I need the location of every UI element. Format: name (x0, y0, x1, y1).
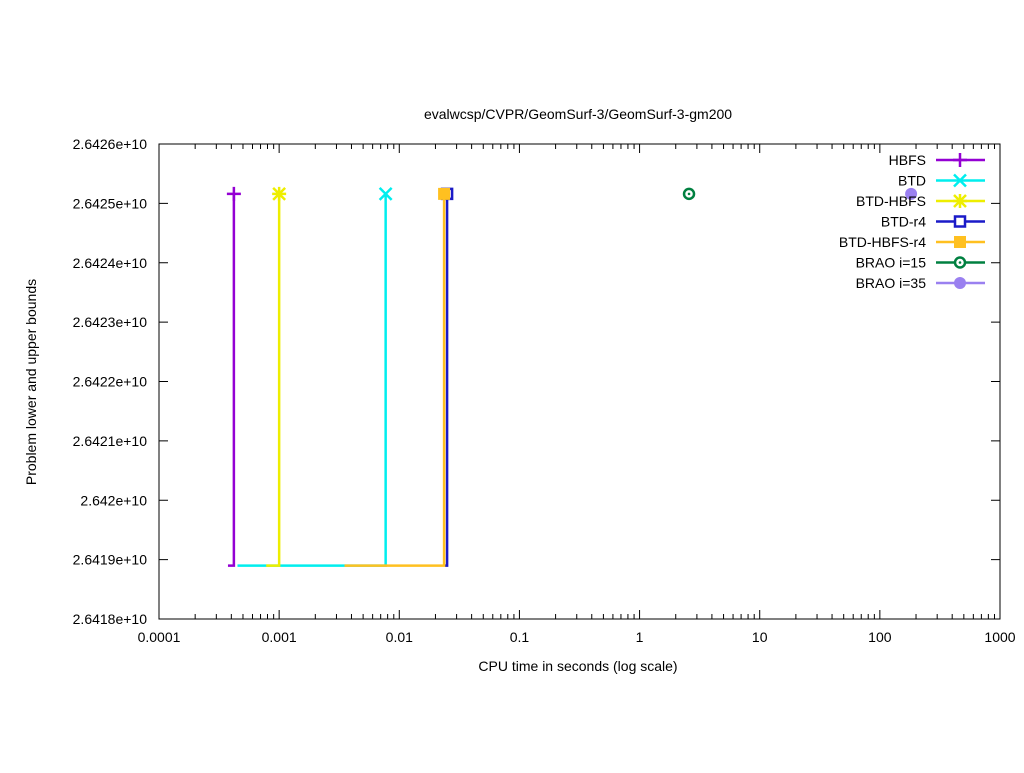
series-btd-hbfs-r4 (344, 187, 451, 567)
legend-label: BRAO i=35 (856, 275, 927, 291)
series-line (237, 193, 387, 567)
open-square-marker (953, 215, 967, 228)
y-tick-label: 2.6426e+10 (73, 136, 148, 152)
legend-label: BRAO i=15 (856, 255, 927, 271)
plot-area (226, 186, 918, 567)
axes: 0.0001 0.001 0.01 0.1 1 10 100 1000 2.6418e+10 2.… (73, 136, 1016, 645)
y-tick-label: 2.6424e+10 (73, 255, 148, 271)
chart-title: evalwcsp/CVPR/GeomSurf-3/GeomSurf-3-gm20… (424, 106, 732, 122)
series-line (266, 193, 281, 567)
circle-dot (687, 192, 691, 196)
legend-label: BTD-HBFS-r4 (839, 234, 926, 250)
x-tick-label: 1000 (984, 629, 1015, 645)
x-tick-label: 0.001 (262, 629, 297, 645)
circle-dot (958, 261, 962, 264)
series-line (227, 193, 236, 567)
filled-circle-marker (954, 277, 966, 289)
plot-border (158, 143, 1001, 620)
x-tick-label: 0.0001 (138, 629, 181, 645)
y-tick-label: 2.6423e+10 (73, 314, 148, 330)
cross-marker (378, 186, 393, 201)
legend: HBFS BTD BTD-HBFS BTD-r4 BTD-HBFS-r4 BRAO i=1… (839, 152, 985, 291)
y-tick-label: 2.6421e+10 (73, 433, 148, 449)
filled-square-marker (438, 187, 451, 200)
series-btd (237, 186, 393, 567)
x-tick-label: 0.1 (510, 629, 530, 645)
x-tick-label: 100 (868, 629, 892, 645)
x-tick-label: 1 (636, 629, 644, 645)
y-tick-label: 2.6418e+10 (73, 611, 148, 627)
star-marker (953, 194, 967, 208)
legend-label: BTD-HBFS (856, 193, 926, 209)
cross-marker (953, 173, 967, 188)
y-axis-label: Problem lower and upper bounds (23, 279, 39, 485)
star-marker (272, 186, 287, 201)
series-hbfs (226, 186, 241, 567)
plus-marker (226, 186, 241, 201)
series-brao-i-15 (682, 187, 696, 201)
series-line (344, 193, 446, 567)
plus-marker (953, 153, 967, 167)
x-tick-label: 10 (752, 629, 768, 645)
y-tick-label: 2.642e+10 (80, 492, 147, 508)
y-tick-label: 2.6419e+10 (73, 552, 148, 568)
series-line (444, 193, 449, 567)
y-tick-label: 2.6425e+10 (73, 195, 148, 211)
filled-circle-marker (905, 187, 918, 200)
legend-label: BTD-r4 (881, 214, 926, 230)
legend-label: BTD (898, 173, 926, 189)
x-axis-label: CPU time in seconds (log scale) (478, 658, 677, 674)
filled-square-marker (954, 236, 966, 248)
series-btd-hbfs (266, 186, 287, 567)
series-brao-i-35 (905, 187, 918, 200)
y-tick-label: 2.6422e+10 (73, 374, 148, 390)
legend-label: HBFS (889, 152, 926, 168)
x-tick-label: 0.01 (386, 629, 413, 645)
